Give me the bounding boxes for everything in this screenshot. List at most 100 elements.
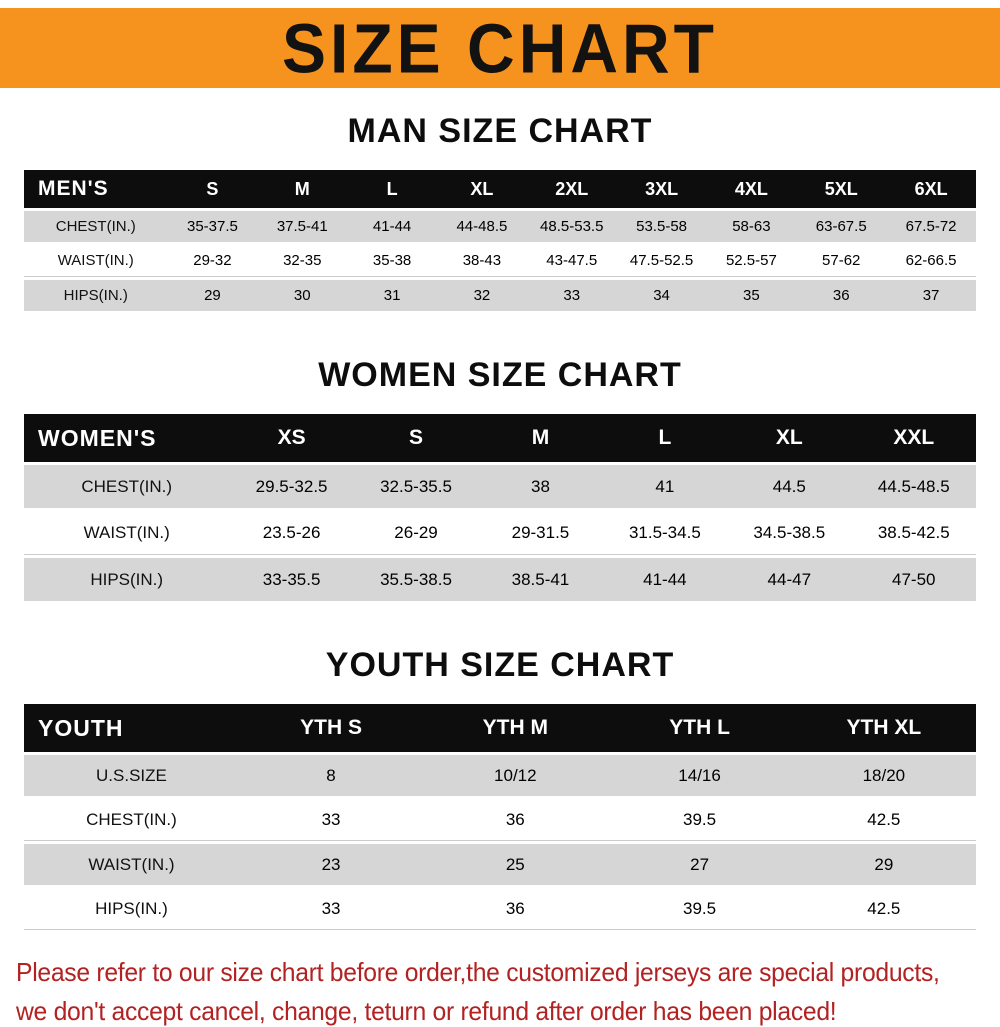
column-header: L xyxy=(347,170,437,208)
column-header: YTH S xyxy=(238,704,424,752)
cell-value: 47-50 xyxy=(851,558,976,601)
cell-value: 63-67.5 xyxy=(796,211,887,242)
column-header: XL xyxy=(727,414,852,462)
column-header: XS xyxy=(229,414,354,462)
cell-value: 58-63 xyxy=(706,211,797,242)
cell-value: 32.5-35.5 xyxy=(353,465,479,508)
youth-header-row: YOUTH YTH S YTH M YTH L YTH XL xyxy=(24,704,976,752)
cell-value: 27 xyxy=(607,844,792,885)
cell-value: 23 xyxy=(238,844,424,885)
cell-value: 31 xyxy=(347,280,437,311)
row-label: CHEST(IN.) xyxy=(24,799,239,841)
cell-value: 35-38 xyxy=(347,245,437,277)
row-label: WAIST(IN.) xyxy=(24,511,230,555)
cell-value: 31.5-34.5 xyxy=(602,511,728,555)
table-row: WAIST(IN.) 23.5-26 26-29 29-31.5 31.5-34.5 34… xyxy=(24,511,976,555)
cell-value: 33 xyxy=(238,799,424,841)
womens-table-title: WOMEN'S xyxy=(24,414,230,462)
column-header: 2XL xyxy=(526,170,617,208)
cell-value: 41-44 xyxy=(347,211,437,242)
cell-value: 53.5-58 xyxy=(616,211,707,242)
cell-value: 36 xyxy=(796,280,887,311)
banner-title: SIZE CHART xyxy=(282,8,718,88)
cell-value: 42.5 xyxy=(791,799,976,841)
column-header: XXL xyxy=(851,414,976,462)
size-chart-banner: SIZE CHART xyxy=(0,8,1000,88)
cell-value: 39.5 xyxy=(607,799,792,841)
cell-value: 34 xyxy=(616,280,707,311)
cell-value: 26-29 xyxy=(353,511,479,555)
mens-header-row: MEN'S S M L XL 2XL 3XL 4XL 5XL 6XL xyxy=(24,170,976,208)
cell-value: 48.5-53.5 xyxy=(526,211,617,242)
table-row: HIPS(IN.) 33 36 39.5 42.5 xyxy=(24,888,976,930)
cell-value: 35.5-38.5 xyxy=(353,558,479,601)
row-label: HIPS(IN.) xyxy=(24,558,230,601)
table-row: HIPS(IN.) 33-35.5 35.5-38.5 38.5-41 41-44 44-… xyxy=(24,558,976,601)
cell-value: 52.5-57 xyxy=(706,245,797,277)
cell-value: 23.5-26 xyxy=(229,511,354,555)
cell-value: 38 xyxy=(478,465,603,508)
section-heading-youth: YOUTH SIZE CHART xyxy=(325,646,675,684)
cell-value: 33-35.5 xyxy=(229,558,354,601)
cell-value: 39.5 xyxy=(607,888,792,930)
cell-value: 43-47.5 xyxy=(526,245,617,277)
column-header: M xyxy=(478,414,603,462)
table-row: CHEST(IN.) 33 36 39.5 42.5 xyxy=(24,799,976,841)
table-row: HIPS(IN.) 29 30 31 32 33 34 35 36 37 xyxy=(24,280,976,311)
column-header: M xyxy=(257,170,348,208)
row-label: U.S.SIZE xyxy=(24,755,239,796)
cell-value: 33 xyxy=(238,888,424,930)
cell-value: 32-35 xyxy=(257,245,348,277)
cell-value: 38.5-41 xyxy=(478,558,603,601)
cell-value: 30 xyxy=(257,280,348,311)
column-header: S xyxy=(353,414,479,462)
table-row: CHEST(IN.) 29.5-32.5 32.5-35.5 38 41 44.5 44.5… xyxy=(24,465,976,508)
cell-value: 29 xyxy=(167,280,258,311)
section-heading-mens: MAN SIZE CHART xyxy=(347,112,653,150)
cell-value: 38-43 xyxy=(437,245,527,277)
column-header: 5XL xyxy=(796,170,887,208)
cell-value: 35 xyxy=(706,280,797,311)
column-header: YTH L xyxy=(607,704,792,752)
cell-value: 25 xyxy=(423,844,608,885)
footer-notice: Please refer to our size chart before or… xyxy=(16,957,1000,1027)
cell-value: 8 xyxy=(238,755,424,796)
row-label: WAIST(IN.) xyxy=(24,245,168,277)
mens-size-table: MEN'S S M L XL 2XL 3XL 4XL 5XL 6XL CHEST(IN.) 35-37… xyxy=(24,167,976,314)
cell-value: 32 xyxy=(437,280,527,311)
cell-value: 36 xyxy=(423,888,608,930)
table-row: WAIST(IN.) 23 25 27 29 xyxy=(24,844,976,885)
cell-value: 44.5 xyxy=(727,465,852,508)
table-row: CHEST(IN.) 35-37.5 37.5-41 41-44 44-48.5 48.5… xyxy=(24,211,976,242)
cell-value: 47.5-52.5 xyxy=(616,245,707,277)
cell-value: 62-66.5 xyxy=(886,245,976,277)
womens-header-row: WOMEN'S XS S M L XL XXL xyxy=(24,414,976,462)
column-header: 6XL xyxy=(886,170,976,208)
cell-value: 14/16 xyxy=(607,755,792,796)
column-header: 4XL xyxy=(706,170,797,208)
youth-table-title: YOUTH xyxy=(24,704,239,752)
cell-value: 34.5-38.5 xyxy=(727,511,852,555)
cell-value: 44.5-48.5 xyxy=(851,465,976,508)
cell-value: 36 xyxy=(423,799,608,841)
cell-value: 44-47 xyxy=(727,558,852,601)
youth-size-table: YOUTH YTH S YTH M YTH L YTH XL U.S.SIZE 8 10/12… xyxy=(24,701,976,933)
cell-value: 33 xyxy=(526,280,617,311)
cell-value: 29 xyxy=(791,844,976,885)
cell-value: 57-62 xyxy=(796,245,887,277)
cell-value: 37 xyxy=(886,280,976,311)
cell-value: 29-31.5 xyxy=(478,511,603,555)
cell-value: 38.5-42.5 xyxy=(851,511,976,555)
sections-container: MAN SIZE CHART MEN'S S M L XL 2XL 3XL 4XL 5XL 6XL C… xyxy=(0,112,1000,933)
column-header: YTH M xyxy=(423,704,608,752)
row-label: CHEST(IN.) xyxy=(24,211,168,242)
column-header: XL xyxy=(437,170,527,208)
cell-value: 35-37.5 xyxy=(167,211,258,242)
column-header: YTH XL xyxy=(791,704,976,752)
notice-line-1: Please refer to our size chart before or… xyxy=(16,957,940,987)
table-row: U.S.SIZE 8 10/12 14/16 18/20 xyxy=(24,755,976,796)
column-header: 3XL xyxy=(616,170,707,208)
cell-value: 41-44 xyxy=(602,558,728,601)
row-label: HIPS(IN.) xyxy=(24,888,239,930)
cell-value: 37.5-41 xyxy=(257,211,348,242)
